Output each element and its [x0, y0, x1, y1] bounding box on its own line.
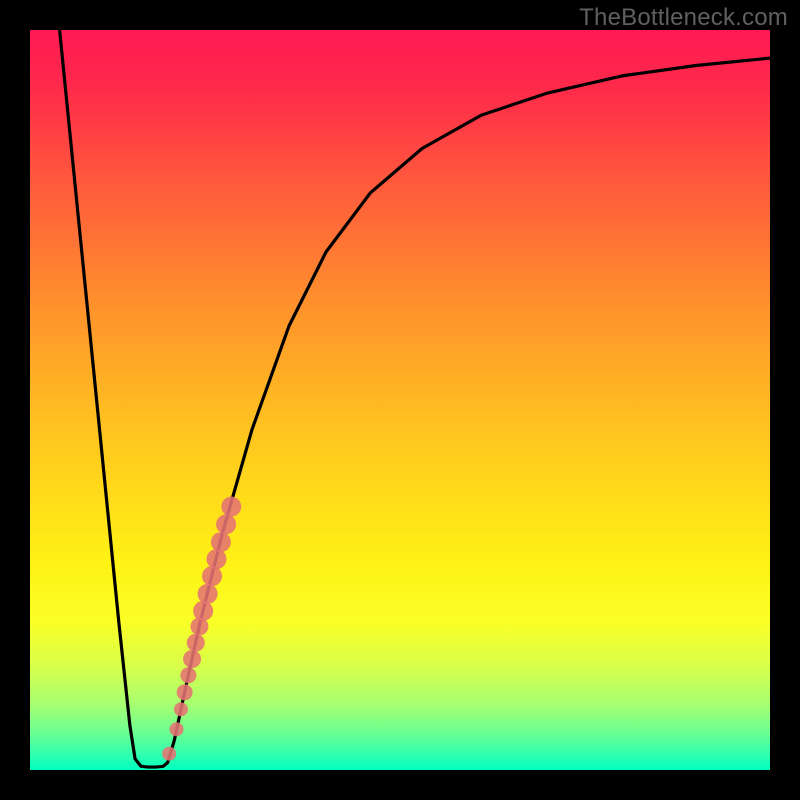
bottleneck-chart: TheBottleneck.com — [0, 0, 800, 800]
chart-svg — [0, 0, 800, 800]
watermark-text: TheBottleneck.com — [579, 4, 788, 32]
